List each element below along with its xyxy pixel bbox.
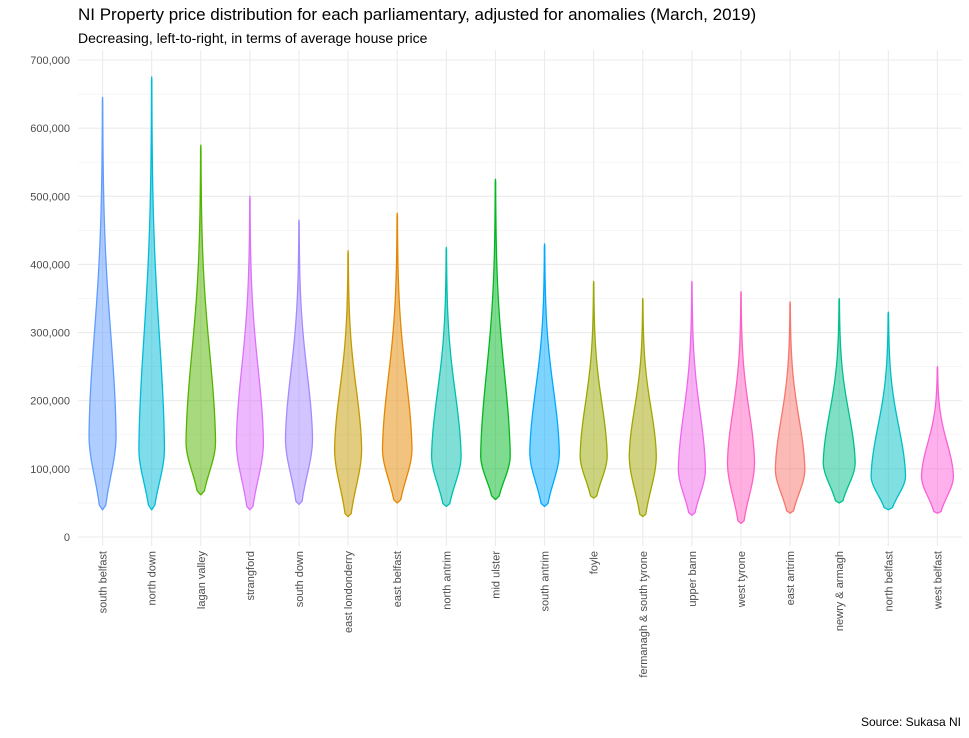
x-axis-ticks: south belfast north down lagan valley stran…	[98, 551, 945, 678]
x-tick-label: west belfast	[932, 551, 944, 610]
violin-west-tyrone	[726, 291, 756, 525]
violin-east-belfast	[381, 212, 413, 504]
x-tick-label: lagan valley	[196, 551, 208, 610]
y-axis-ticks: 0 100,000 200,000 300,000 400,000 500,000 600,…	[30, 55, 70, 544]
x-tick-label: foyle	[589, 551, 601, 574]
violin-newry-armagh	[822, 297, 856, 504]
x-tick-label: north belfast	[883, 551, 895, 612]
violin-mid-ulster	[480, 178, 511, 501]
x-tick-label: south belfast	[98, 551, 110, 613]
x-tick-label: south antrim	[540, 551, 552, 612]
y-tick-label: 0	[64, 532, 70, 544]
chart-title: NI Property price distribution for each …	[78, 5, 757, 24]
violin-north-belfast	[870, 311, 907, 511]
x-tick-label: newry & armagh	[834, 551, 846, 631]
x-tick-label: strangford	[245, 551, 257, 601]
chart-subtitle: Decreasing, left-to-right, in terms of a…	[78, 30, 428, 46]
x-tick-label: mid ulster	[490, 551, 502, 599]
violin-south-down	[284, 219, 314, 505]
violin-lagan-valley	[185, 144, 217, 496]
y-tick-label: 600,000	[30, 123, 70, 135]
x-tick-label: north down	[147, 551, 159, 605]
y-tick-label: 500,000	[30, 191, 70, 203]
y-tick-label: 300,000	[30, 328, 70, 340]
violin-south-belfast	[88, 96, 117, 511]
x-tick-label: north antrim	[441, 551, 453, 610]
x-tick-label: east londonderry	[343, 551, 355, 633]
violin-east-londonderry	[333, 250, 363, 518]
y-tick-label: 400,000	[30, 259, 70, 271]
violin-north-antrim	[430, 246, 462, 507]
violins	[88, 76, 955, 525]
violin-upper-bann	[677, 280, 707, 516]
y-tick-label: 200,000	[30, 396, 70, 408]
x-tick-label: west tyrone	[736, 551, 748, 608]
violin-foyle	[579, 280, 608, 499]
violin-west-belfast	[920, 365, 955, 514]
x-tick-label: fermanagh & south tyrone	[638, 551, 650, 678]
x-tick-label: south down	[294, 551, 306, 607]
x-tick-label: upper bann	[687, 551, 699, 607]
x-tick-label: east belfast	[392, 551, 404, 607]
violin-fermanagh-south-tyrone	[628, 297, 657, 518]
chart-caption: Source: Sukasa NI	[860, 715, 961, 729]
y-tick-label: 700,000	[30, 55, 70, 67]
violin-strangford	[235, 195, 265, 511]
y-tick-label: 100,000	[30, 464, 70, 476]
violin-north-down	[138, 76, 166, 511]
violin-east-antrim	[774, 301, 806, 514]
violin-south-antrim	[529, 243, 560, 507]
x-tick-label: east antrim	[785, 551, 797, 605]
